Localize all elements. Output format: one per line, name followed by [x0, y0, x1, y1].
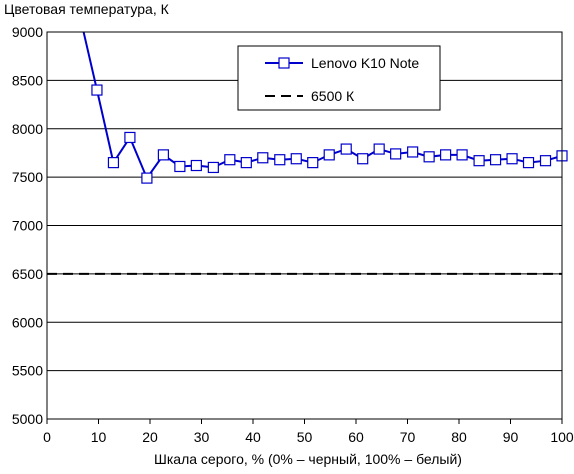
data-point-12 [274, 154, 286, 166]
data-point-2 [107, 157, 120, 169]
y-tick-label-9000: 9000 [12, 24, 43, 40]
data-point-15 [323, 149, 335, 161]
legend-box [237, 45, 441, 111]
data-point-13 [290, 153, 302, 165]
y-tick-label-6000: 6000 [12, 314, 43, 330]
data-point-7 [190, 159, 202, 172]
x-axis-label: Шкала серого, % (0% – черный, 100% – бел… [154, 451, 462, 467]
legend: Lenovo K10 Note 6500 К [237, 45, 441, 111]
data-point-4 [141, 172, 153, 184]
data-point-21 [423, 151, 435, 163]
data-point-10 [240, 157, 252, 169]
data-point-20 [407, 146, 419, 158]
x-tick-label-0: 0 [43, 429, 51, 445]
data-point-8 [207, 161, 219, 174]
data-point-9 [224, 154, 236, 166]
data-point-25 [489, 154, 502, 166]
y-tick-label-5000: 5000 [12, 411, 43, 427]
y-tick-label-5500: 5500 [12, 363, 43, 379]
legend-label-reference: 6500 К [311, 88, 355, 104]
data-point-11 [257, 152, 269, 164]
y-tick-labels: 5000 5500 6000 6500 7000 7500 8000 8500 9000 [12, 24, 43, 427]
data-point-23 [456, 149, 468, 161]
legend-marker-measured [278, 57, 290, 69]
data-point-1 [91, 84, 103, 96]
data-point-22 [440, 149, 452, 161]
x-tick-label-40: 40 [245, 429, 261, 445]
y-tick-label-7000: 7000 [12, 218, 43, 234]
data-point-28 [539, 155, 552, 167]
data-point-14 [307, 157, 319, 169]
x-tick-label-20: 20 [142, 429, 158, 445]
x-tick-label-30: 30 [194, 429, 210, 445]
data-point-18 [373, 143, 385, 155]
x-tick-label-80: 80 [451, 429, 467, 445]
data-point-6 [174, 160, 186, 173]
y-tick-label-8000: 8000 [12, 121, 43, 137]
y-tick-label-8500: 8500 [12, 72, 43, 88]
x-tick-label-70: 70 [400, 429, 416, 445]
data-point-17 [357, 153, 369, 165]
chart-title: Цветовая температура, К [4, 1, 170, 17]
x-tick-labels: 0 10 20 30 40 50 60 70 80 90 100 [43, 419, 574, 445]
data-point-26 [506, 153, 518, 165]
x-tick-label-10: 10 [91, 429, 107, 445]
series-layer [47, 32, 568, 275]
y-tick-label-7500: 7500 [12, 169, 43, 185]
data-point-5 [157, 149, 169, 161]
data-point-16 [340, 143, 352, 155]
x-tick-label-90: 90 [503, 429, 519, 445]
data-point-3 [124, 131, 136, 144]
x-tick-label-50: 50 [297, 429, 313, 445]
x-tick-label-100: 100 [550, 429, 574, 445]
legend-label-measured: Lenovo K10 Note [311, 55, 419, 71]
x-tick-label-60: 60 [348, 429, 364, 445]
data-point-24 [473, 155, 485, 167]
y-tick-label-6500: 6500 [12, 266, 43, 282]
plot-frame [46, 31, 563, 420]
data-point-19 [390, 148, 402, 160]
data-point-27 [522, 157, 535, 169]
